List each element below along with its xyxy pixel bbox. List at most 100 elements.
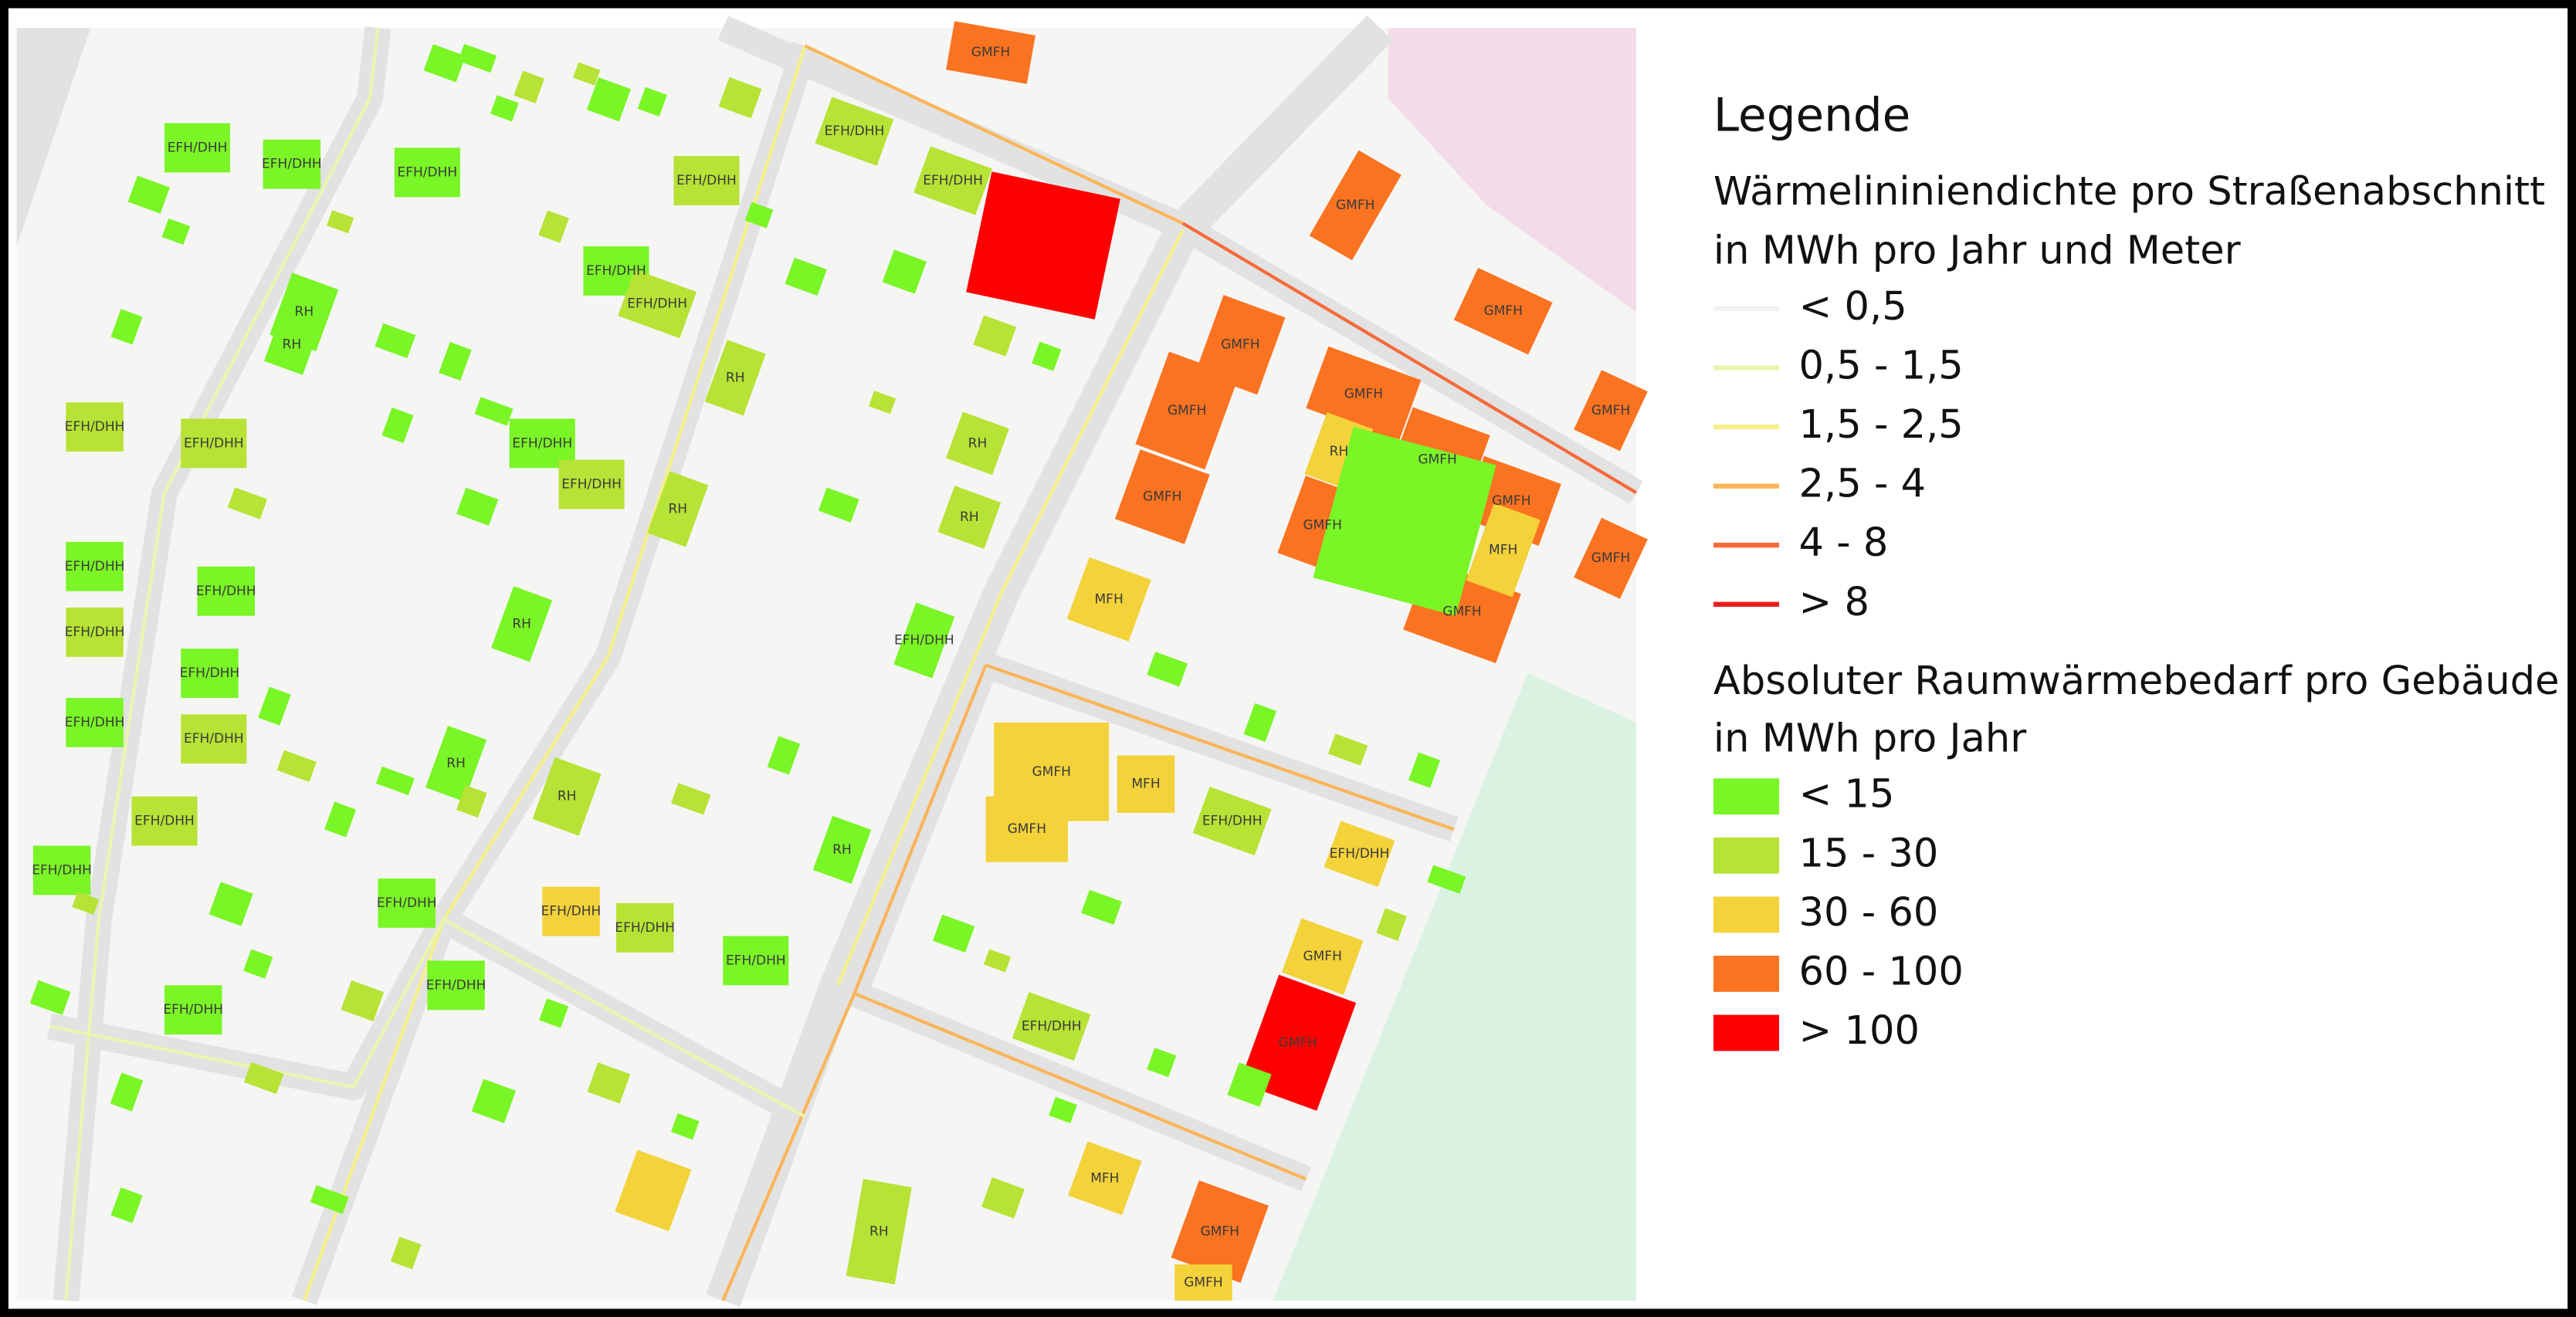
building [981, 1177, 1025, 1219]
building [29, 980, 71, 1015]
building [456, 487, 499, 526]
street-line [804, 44, 1184, 225]
building [587, 1062, 631, 1104]
building [946, 21, 1035, 84]
building-label: RH [512, 616, 531, 631]
building [558, 459, 625, 510]
building-label: EFH/DHH [65, 419, 125, 435]
legend-label: 1,5 - 2,5 [1799, 402, 1964, 448]
building [1466, 503, 1541, 598]
building [946, 411, 1009, 476]
building-label: GMFH [1168, 403, 1206, 418]
building-label: EFH/DHH [923, 173, 983, 188]
building [1243, 703, 1277, 743]
building-label: RH [832, 842, 852, 858]
building [1068, 1141, 1142, 1215]
legend-fill-swatch [1713, 837, 1780, 874]
building-label: GMFH [1492, 493, 1530, 509]
building-label: EFH/DHH [65, 715, 125, 730]
building-label: EFH/DHH [512, 435, 572, 451]
building [1012, 991, 1091, 1061]
buildings: GMFH GMFH GMFH GMFH GMFH GMFH GMFH GMFH GMFH GMFH… [29, 21, 1648, 1301]
building-label: EFH/DHH [426, 977, 486, 993]
building [744, 201, 774, 229]
building-label: EFH/DHH [180, 665, 240, 681]
legend-label: > 8 [1799, 580, 1869, 625]
building [532, 757, 602, 836]
street-line [836, 229, 1185, 987]
building [375, 766, 415, 796]
building [66, 541, 124, 591]
building-label: EFH/DHH [398, 164, 458, 180]
building [326, 210, 354, 234]
building [243, 1061, 284, 1095]
legend-label: 0,5 - 1,5 [1799, 343, 1964, 388]
building [1171, 1180, 1269, 1283]
building [375, 323, 416, 359]
building [812, 815, 872, 884]
building-label: GMFH [1184, 1275, 1222, 1290]
building [458, 43, 497, 73]
building-label: EFH/DHH [894, 633, 954, 648]
building-label: GMFH [1483, 303, 1522, 319]
building [425, 726, 487, 802]
building [110, 309, 143, 345]
legend-label: 60 - 100 [1799, 949, 1964, 994]
building-label: EFH/DHH [627, 296, 687, 312]
building [1081, 889, 1123, 925]
building [1313, 427, 1496, 616]
legend-label: 4 - 8 [1799, 520, 1889, 566]
building-label: MFH [1131, 777, 1160, 792]
building [66, 698, 124, 747]
building-label: EFH/DHH [615, 920, 675, 936]
building-label: RH [960, 510, 979, 525]
building [647, 471, 709, 547]
building [983, 949, 1012, 973]
building [1281, 918, 1364, 995]
legend-section-title: Absoluter Raumwärmebedarf pro Gebäude [1713, 658, 2560, 704]
building-label: RH [869, 1224, 889, 1239]
building-label: GMFH [1008, 821, 1046, 837]
building [973, 315, 1017, 357]
building [767, 736, 801, 775]
building-label: GMFH [1344, 387, 1383, 402]
street-lines [49, 27, 1638, 1302]
building-label: RH [295, 304, 314, 320]
building-label: EFH/DHH [65, 559, 125, 574]
building [573, 62, 601, 86]
building-label: MFH [1090, 1170, 1119, 1186]
legend-fill-swatch [1713, 956, 1780, 992]
building-label: GMFH [1418, 452, 1456, 468]
building [263, 314, 320, 375]
building [1453, 267, 1553, 355]
building [966, 171, 1120, 320]
building-label: RH [446, 756, 466, 771]
building [110, 1187, 143, 1224]
building-label: MFH [1095, 591, 1124, 607]
building [263, 139, 321, 189]
area [1388, 28, 1636, 313]
legend: Legende Wärmelininiendichte pro Straßena… [1713, 89, 2560, 1054]
building-label: GMFH [971, 45, 1010, 60]
building [985, 796, 1068, 862]
building [1114, 449, 1210, 544]
building [131, 796, 198, 846]
street-line [853, 991, 1307, 1181]
legend-label: < 0,5 [1799, 284, 1907, 330]
building [66, 608, 124, 657]
building [1147, 652, 1188, 687]
building [1174, 1264, 1232, 1301]
street-line [49, 917, 806, 1119]
building [704, 340, 766, 416]
building [868, 391, 897, 415]
legend-label: 30 - 60 [1799, 890, 1939, 936]
building [723, 936, 789, 986]
building [586, 77, 632, 122]
building [456, 784, 487, 818]
building-label: EFH/DHH [184, 435, 244, 451]
building-label: EFH/DHH [825, 124, 885, 139]
building [490, 95, 519, 122]
legend-label: 2,5 - 4 [1799, 462, 1927, 507]
building [161, 218, 191, 245]
